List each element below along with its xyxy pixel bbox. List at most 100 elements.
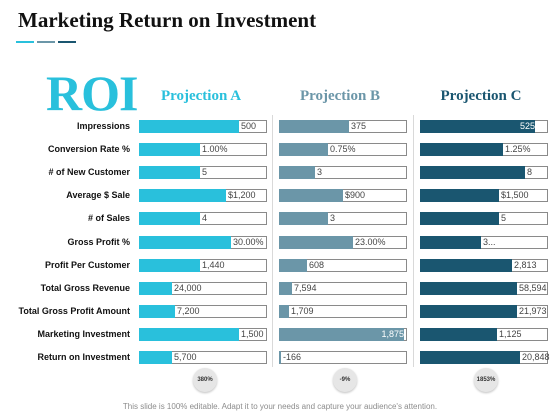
bar-cell: 0.75% <box>279 143 407 156</box>
bar-cell: 24,000 <box>139 282 267 295</box>
bar-cell: 4 <box>139 212 267 225</box>
bar-fill <box>279 189 343 202</box>
title-accent-line-2 <box>37 41 55 43</box>
roi-badge-b: -9% <box>333 368 357 392</box>
bar-cell: 3 <box>279 166 407 179</box>
bar-fill <box>139 351 172 364</box>
bar-value: 20,848 <box>522 352 550 362</box>
bar-value: 1,709 <box>291 306 314 316</box>
bar-fill <box>420 189 499 202</box>
bar-fill <box>139 120 239 133</box>
bar-value: $900 <box>345 190 366 200</box>
bar-cell: $900 <box>279 189 407 202</box>
bar-cell: 500 <box>139 120 267 133</box>
column-divider-1 <box>272 115 273 367</box>
slide-title: Marketing Return on Investment <box>18 8 317 32</box>
bar-cell: -166 <box>279 351 407 364</box>
bar-cell: 1,709 <box>279 305 407 318</box>
bar-cell: 58,594 <box>420 282 548 295</box>
row-label: Conversion Rate % <box>47 144 130 154</box>
bar-cell: 20,848 <box>420 351 550 364</box>
bar-fill <box>139 305 175 318</box>
projection-c-heading: Projection C <box>440 88 522 104</box>
bar-value: 8 <box>527 167 533 177</box>
bar-value: 21,973 <box>519 306 547 316</box>
bar-value: 608 <box>309 260 325 270</box>
row-label: Return on Investment <box>37 352 130 362</box>
bar-cell: 7,594 <box>279 282 407 295</box>
bar-value: 3... <box>483 237 496 247</box>
bar-value: 3 <box>330 213 336 223</box>
bar-cell: 30.00% <box>139 236 267 249</box>
bar-value: 24,000 <box>174 283 202 293</box>
bar-value: -166 <box>283 352 302 362</box>
row-label: Total Gross Profit Amount <box>18 306 131 316</box>
bar-value: 23.00% <box>355 237 386 247</box>
bar-fill <box>139 259 200 272</box>
bar-cell: 1,500 <box>139 328 267 341</box>
bar-cell: $1,500 <box>420 189 548 202</box>
bar-cell: 1.00% <box>139 143 267 156</box>
row-label: # of Sales <box>87 213 130 223</box>
footer-note: This slide is 100% editable. Adapt it to… <box>122 402 438 411</box>
roi-badge-c: 1853% <box>474 368 498 392</box>
bar-cell: 1,125 <box>420 328 548 341</box>
bar-cell: 3... <box>420 236 548 249</box>
bar-cell: 5,700 <box>139 351 267 364</box>
bar-value: 1,875 <box>381 329 404 339</box>
title-accent-line-1 <box>16 41 34 43</box>
projection-a-heading: Projection A <box>160 88 242 104</box>
bar-cell: 2,813 <box>420 259 548 272</box>
bar-value: $1,500 <box>501 190 529 200</box>
bar-fill <box>139 212 200 225</box>
bar-fill <box>139 282 172 295</box>
bar-value: 2,813 <box>514 260 537 270</box>
bar-fill <box>420 212 499 225</box>
bar-fill <box>420 351 520 364</box>
bar-fill <box>139 328 239 341</box>
bar-cell: 1,440 <box>139 259 267 272</box>
column-divider-2 <box>413 115 414 367</box>
bar-value: 7,594 <box>294 283 317 293</box>
bar-cell: 1.25% <box>420 143 548 156</box>
bar-fill <box>139 143 200 156</box>
bar-fill <box>279 236 353 249</box>
row-label: Gross Profit % <box>67 237 130 247</box>
bar-fill <box>279 328 404 341</box>
bar-fill <box>279 120 349 133</box>
bar-fill <box>139 166 200 179</box>
bar-fill <box>420 259 512 272</box>
roi-heading: ROI <box>46 65 138 121</box>
bar-fill <box>279 259 307 272</box>
bar-value: 1.00% <box>202 144 228 154</box>
bar-cell: 8 <box>420 166 548 179</box>
bar-value: 5,700 <box>174 352 197 362</box>
row-label: Marketing Investment <box>37 329 130 339</box>
bar-cell: 608 <box>279 259 407 272</box>
bar-fill <box>420 282 517 295</box>
row-label: # of New Customer <box>48 167 130 177</box>
row-label: Total Gross Revenue <box>40 283 130 293</box>
bar-fill <box>279 282 292 295</box>
row-label: Impressions <box>76 121 130 131</box>
bar-value: 5 <box>202 167 208 177</box>
bar-cell: 5 <box>139 166 267 179</box>
bar-cell: 525 <box>420 120 548 133</box>
bar-value: 0.75% <box>330 144 356 154</box>
bar-value: 5 <box>501 213 507 223</box>
bar-fill <box>139 236 231 249</box>
bar-fill <box>420 236 481 249</box>
title-accent-line-3 <box>58 41 76 43</box>
bar-cell: 1,875 <box>279 328 407 341</box>
bar-fill <box>420 143 503 156</box>
bar-fill <box>139 189 226 202</box>
bar-fill <box>420 120 535 133</box>
bar-value: 375 <box>351 121 367 131</box>
bar-value: 4 <box>202 213 208 223</box>
bar-value: $1,200 <box>228 190 256 200</box>
bar-cell: $1,200 <box>139 189 267 202</box>
row-label: Average $ Sale <box>66 190 130 200</box>
bar-fill <box>279 166 315 179</box>
bar-value: 1,500 <box>241 329 264 339</box>
bar-value: 58,594 <box>519 283 547 293</box>
